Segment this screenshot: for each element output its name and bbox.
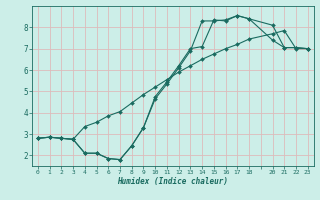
X-axis label: Humidex (Indice chaleur): Humidex (Indice chaleur) (117, 177, 228, 186)
